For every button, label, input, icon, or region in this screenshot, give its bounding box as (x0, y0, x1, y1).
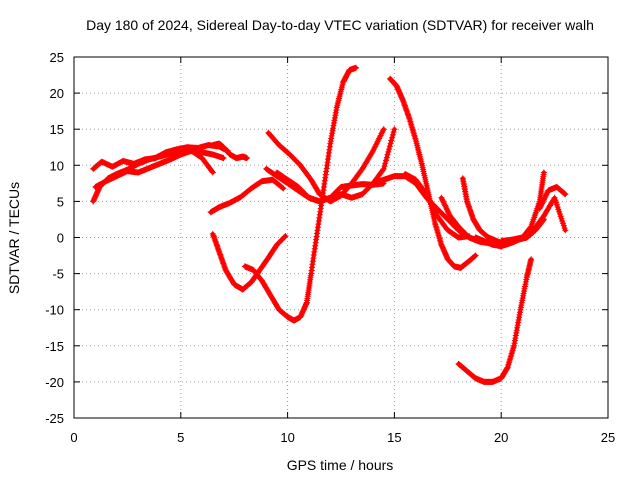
data-point (381, 163, 388, 170)
data-point (389, 131, 396, 138)
data-point (382, 160, 389, 167)
x-tick-label: 25 (601, 430, 615, 445)
data-point (388, 137, 395, 144)
data-point (280, 185, 287, 192)
y-tick-label: -25 (45, 411, 64, 426)
series-arc3 (92, 147, 216, 190)
ticks: 0 5 10 15 20 25 -25 -20 -15 -10 -5 0 5 10 15 20 25 (45, 50, 615, 445)
grid (74, 57, 608, 418)
series-arc7 (241, 64, 359, 324)
series-arc17 (498, 194, 569, 245)
data-point (562, 227, 569, 234)
data-point (472, 252, 479, 259)
data-point (443, 206, 450, 213)
data-point (387, 140, 394, 147)
x-tick-label: 15 (387, 430, 401, 445)
data-point (282, 233, 289, 240)
data-point (536, 205, 543, 212)
data-point (389, 134, 396, 141)
data-point (540, 169, 547, 176)
y-tick-label: 20 (50, 86, 64, 101)
series-arc4 (209, 140, 250, 162)
data-point (380, 165, 387, 172)
data-point (540, 196, 547, 203)
data-point (538, 201, 545, 208)
data-point (244, 155, 250, 162)
data-point (442, 202, 449, 209)
data-point (528, 256, 535, 263)
y-tick-label: 0 (57, 231, 64, 246)
series-arc19 (455, 256, 535, 385)
data-point (386, 143, 393, 150)
data-point (542, 192, 549, 199)
data-point (281, 233, 288, 240)
data-point (541, 195, 548, 202)
series-band (456, 257, 534, 384)
data-point (281, 234, 288, 241)
y-tick-label: 15 (50, 122, 64, 137)
data-points (90, 64, 569, 385)
data-point (540, 197, 547, 204)
y-tick-label: -10 (45, 303, 64, 318)
data-point (562, 191, 569, 198)
y-axis-label: SDTVAR / TECUs (6, 182, 22, 294)
series-arc2 (90, 142, 231, 172)
data-point (279, 184, 286, 191)
data-point (380, 166, 386, 173)
x-tick-label: 10 (280, 430, 294, 445)
data-point (539, 200, 546, 207)
data-point (472, 253, 478, 260)
x-axis-label: GPS time / hours (287, 457, 394, 473)
data-point (439, 196, 445, 203)
x-tick-label: 20 (494, 430, 508, 445)
y-tick-label: -5 (52, 267, 64, 282)
y-tick-label: -20 (45, 375, 64, 390)
data-point (353, 64, 359, 71)
series-arc18 (536, 184, 569, 212)
y-tick-label: 25 (50, 50, 64, 65)
data-point (220, 155, 227, 162)
x-tick-label: 5 (177, 430, 184, 445)
data-point (444, 207, 451, 214)
plot-frame (73, 56, 609, 419)
data-point (440, 199, 447, 206)
data-point (209, 169, 216, 176)
data-point (443, 205, 450, 212)
y-tick-label: -15 (45, 339, 64, 354)
data-point (561, 190, 568, 197)
data-point (209, 168, 216, 175)
y-tick-label: 5 (57, 194, 64, 209)
data-point (386, 146, 393, 153)
data-point (441, 201, 448, 208)
series-arc5 (207, 176, 287, 216)
data-point (445, 209, 452, 215)
data-point (438, 194, 445, 201)
data-point (390, 129, 397, 135)
data-point (542, 194, 549, 200)
data-point (380, 126, 387, 133)
x-tick-label: 0 (70, 430, 77, 445)
y-tick-label: 10 (50, 158, 64, 173)
data-point (383, 157, 389, 164)
chart-title: Day 180 of 2024, Sidereal Day-to-day VTE… (86, 17, 594, 33)
data-point (384, 151, 391, 158)
data-point (442, 203, 449, 210)
data-point (383, 154, 390, 161)
data-point (539, 199, 546, 206)
series-arc6 (209, 230, 289, 293)
data-point (385, 148, 392, 155)
data-point (391, 126, 398, 133)
